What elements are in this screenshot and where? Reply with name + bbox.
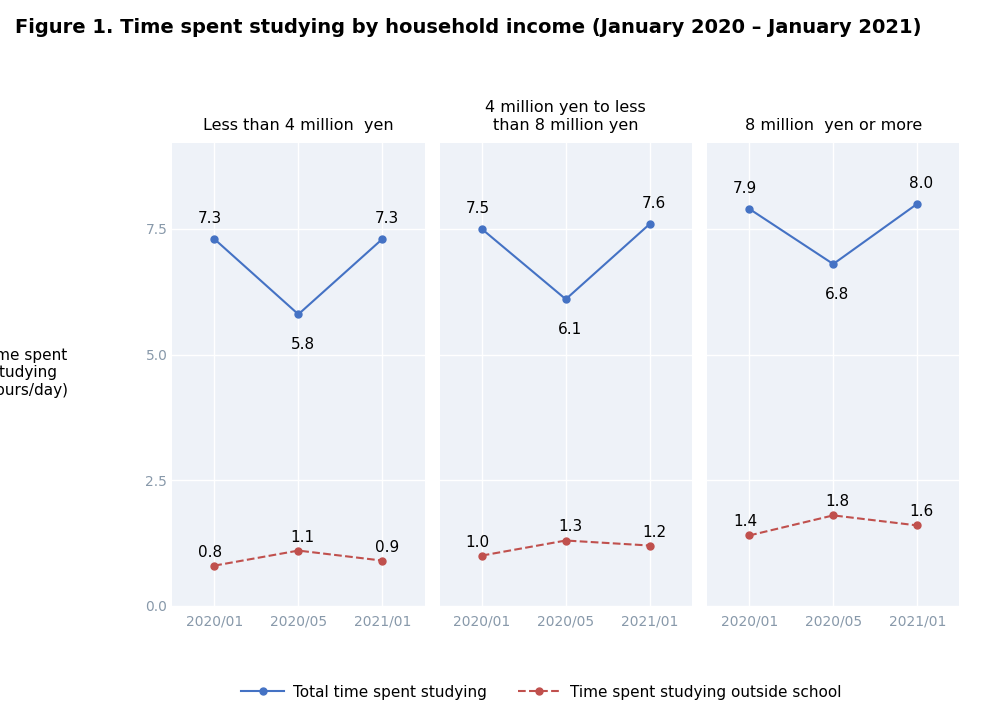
Text: 7.3: 7.3	[198, 212, 222, 227]
Text: 6.1: 6.1	[558, 322, 583, 337]
Title: Less than 4 million  yen: Less than 4 million yen	[203, 118, 394, 133]
Title: 4 million yen to less
than 8 million yen: 4 million yen to less than 8 million yen	[485, 100, 646, 133]
Text: Figure 1. Time spent studying by household income (January 2020 – January 2021): Figure 1. Time spent studying by househo…	[15, 18, 921, 37]
Text: 5.8: 5.8	[290, 337, 315, 352]
Text: 1.2: 1.2	[642, 525, 666, 539]
Text: 7.6: 7.6	[642, 196, 666, 212]
Text: Time spent
studying
(hours/day): Time spent studying (hours/day)	[0, 348, 69, 398]
Text: 1.3: 1.3	[558, 520, 583, 534]
Text: 1.4: 1.4	[733, 515, 757, 529]
Text: 1.8: 1.8	[826, 494, 849, 509]
Text: 1.6: 1.6	[909, 504, 934, 519]
Legend: Total time spent studying, Time spent studying outside school: Total time spent studying, Time spent st…	[235, 678, 847, 706]
Text: 8.0: 8.0	[909, 176, 934, 191]
Text: 7.5: 7.5	[465, 201, 490, 217]
Text: 7.9: 7.9	[733, 181, 757, 196]
Text: 1.1: 1.1	[290, 530, 315, 544]
Title: 8 million  yen or more: 8 million yen or more	[745, 118, 922, 133]
Text: 0.9: 0.9	[375, 540, 399, 554]
Text: 0.8: 0.8	[198, 545, 222, 559]
Text: 6.8: 6.8	[826, 287, 849, 302]
Text: 1.0: 1.0	[465, 535, 490, 549]
Text: 7.3: 7.3	[375, 212, 399, 227]
